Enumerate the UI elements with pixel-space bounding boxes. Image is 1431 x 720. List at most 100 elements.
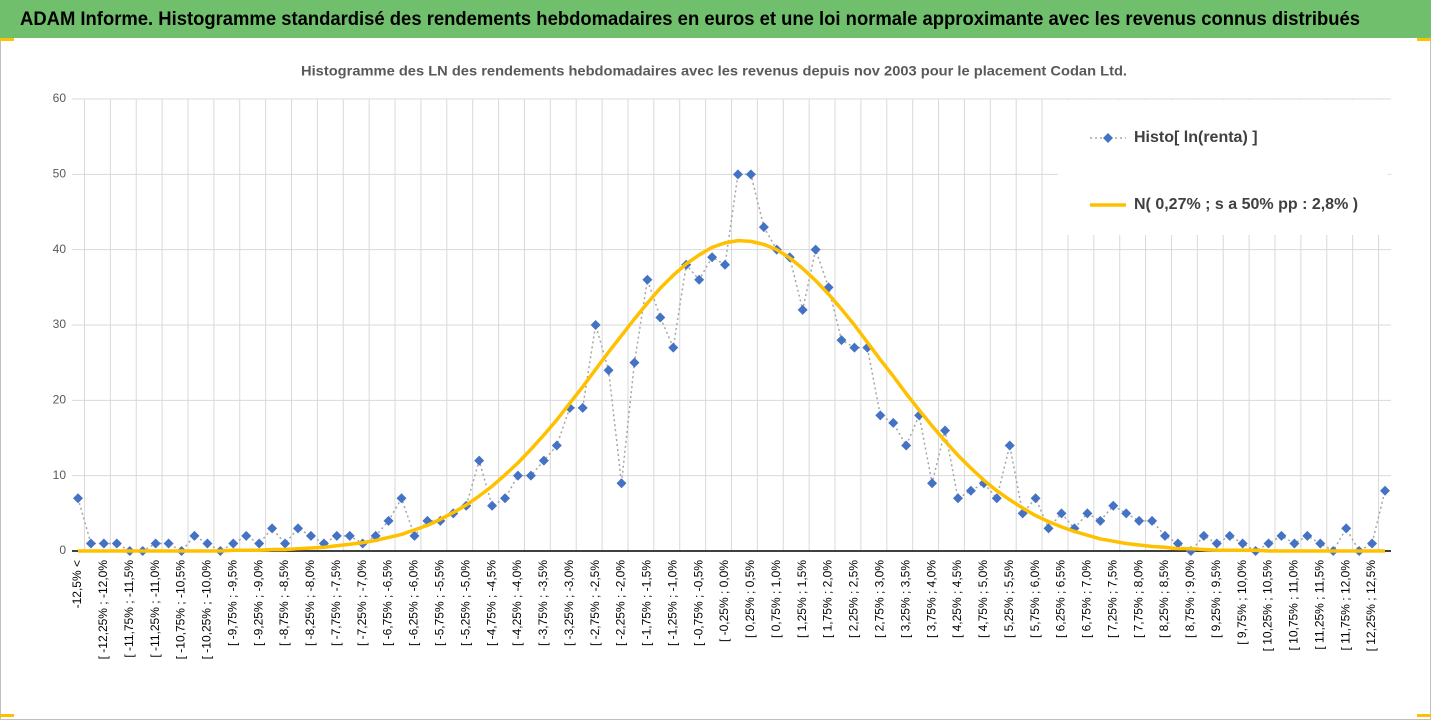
marker <box>1134 515 1145 526</box>
x-tick-label: [ 8,25% ; 8,5% <box>1157 560 1171 638</box>
x-tick-label: [ -7,75% ; -7,5% <box>329 560 343 646</box>
marker <box>1315 538 1326 549</box>
x-tick-label: [ -7,25% ; -7,0% <box>355 560 369 646</box>
marker <box>202 538 213 549</box>
legend-label: Histo[ ln(renta) ] <box>1134 129 1258 146</box>
x-tick-label: [ -11,75% ; -11,5% <box>122 560 136 658</box>
y-tick-label: 20 <box>53 393 67 407</box>
x-tick-label: [ -5,25% ; -5,0% <box>458 560 472 646</box>
marker <box>849 342 860 353</box>
x-tick-label: [ 3,25% ; 3,5% <box>898 560 912 638</box>
marker <box>1367 538 1378 549</box>
corner <box>0 714 14 717</box>
marker <box>150 538 161 549</box>
chart-title: Histogramme des LN des rendements hebdom… <box>301 63 1127 79</box>
marker <box>331 530 342 541</box>
marker <box>1160 530 1171 541</box>
x-tick-label: [ -9,75% ; -9,5% <box>225 560 239 646</box>
x-tick-label: [ 5,25% ; 5,5% <box>1002 560 1016 638</box>
marker <box>228 538 239 549</box>
y-tick-label: 40 <box>53 242 67 256</box>
marker <box>965 485 976 496</box>
marker <box>1302 530 1313 541</box>
marker <box>1263 538 1274 549</box>
marker <box>590 320 601 330</box>
marker <box>241 530 252 541</box>
y-tick-label: 50 <box>53 167 67 181</box>
x-tick-label: [ -2,25% ; -2,0% <box>614 560 628 646</box>
marker <box>1082 508 1093 519</box>
corner <box>0 38 14 41</box>
x-tick-label: [ -4,75% ; -4,5% <box>484 560 498 646</box>
x-tick-label: [ 1,25% ; 1,5% <box>795 560 809 638</box>
marker <box>512 470 523 481</box>
y-tick-label: 30 <box>53 317 67 331</box>
marker <box>797 304 808 315</box>
x-tick-label: [ 8,75% ; 9,0% <box>1183 560 1197 638</box>
marker <box>1172 538 1183 549</box>
x-tick-label: [ 12,25% ; 12,5% <box>1364 560 1378 652</box>
marker <box>745 169 756 180</box>
marker <box>707 252 718 263</box>
marker <box>577 402 588 413</box>
x-tick-label: -12,5% < <box>70 560 84 608</box>
marker <box>1211 538 1222 549</box>
marker <box>111 538 122 549</box>
corner <box>1417 38 1431 41</box>
marker <box>694 274 705 285</box>
marker <box>1380 485 1390 496</box>
marker <box>538 455 549 466</box>
series-line <box>78 238 1385 553</box>
marker <box>163 538 174 549</box>
marker <box>1121 508 1132 519</box>
legend-label: N( 0,27% ; s a 50% pp : 2,8% ) <box>1134 196 1358 213</box>
marker <box>267 523 278 534</box>
banner-title: ADAM Informe. Histogramme standardisé de… <box>20 9 1360 30</box>
marker <box>487 500 498 511</box>
x-tick-label: [ 4,25% ; 4,5% <box>950 560 964 638</box>
corner <box>1417 714 1431 717</box>
x-tick-label: [ 11,25% ; 11,5% <box>1312 560 1326 650</box>
x-tick-label: [ -8,25% ; -8,0% <box>303 560 317 646</box>
marker <box>1108 500 1119 511</box>
x-tick-label: [ 2,25% ; 2,5% <box>847 560 861 638</box>
marker <box>189 530 200 541</box>
marker <box>888 417 899 428</box>
x-tick-label: [ -1,25% ; -1,0% <box>665 560 679 646</box>
x-tick-label: [ 1,75% ; 2,0% <box>821 560 835 638</box>
marker <box>1043 523 1054 534</box>
marker <box>991 493 1002 504</box>
marker <box>1030 493 1041 504</box>
x-tick-label: [ -8,75% ; -8,5% <box>277 560 291 646</box>
x-tick-label: [ 6,75% ; 7,0% <box>1080 560 1094 638</box>
marker <box>254 538 265 549</box>
x-tick-label: [ 2,75% ; 3,0% <box>872 560 886 638</box>
y-tick-label: 60 <box>53 91 67 105</box>
marker <box>1198 530 1209 541</box>
marker <box>305 530 316 541</box>
marker <box>500 493 511 504</box>
x-tick-label: [ 7,25% ; 7,5% <box>1105 560 1119 638</box>
marker <box>875 410 886 421</box>
marker <box>525 470 536 481</box>
marker <box>1237 538 1248 549</box>
marker <box>292 523 303 534</box>
marker <box>409 530 420 541</box>
marker <box>1147 515 1158 526</box>
marker <box>280 538 291 549</box>
x-tick-label: [ -9,25% ; -9,0% <box>251 560 265 646</box>
x-tick-label: [ 0,25% ; 0,5% <box>743 560 757 638</box>
marker <box>940 425 951 436</box>
marker <box>1289 538 1300 549</box>
marker <box>1004 440 1015 451</box>
x-tick-label: [ -2,75% ; -2,5% <box>588 560 602 646</box>
marker <box>836 335 847 346</box>
x-tick-label: [ -0,75% ; -0,5% <box>691 560 705 646</box>
x-tick-label: [ 11,75% ; 12,0% <box>1338 560 1352 651</box>
x-tick-label: [ -3,25% ; -3,0% <box>562 560 576 646</box>
x-tick-label: [ 5,75% ; 6,0% <box>1028 560 1042 638</box>
x-tick-label: [ -5,75% ; -5,5% <box>433 560 447 646</box>
marker <box>1095 515 1106 526</box>
marker <box>720 259 731 270</box>
